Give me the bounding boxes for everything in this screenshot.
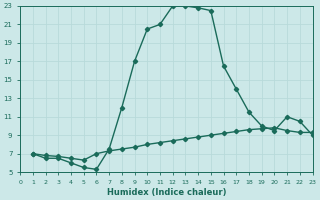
X-axis label: Humidex (Indice chaleur): Humidex (Indice chaleur) <box>107 188 226 197</box>
